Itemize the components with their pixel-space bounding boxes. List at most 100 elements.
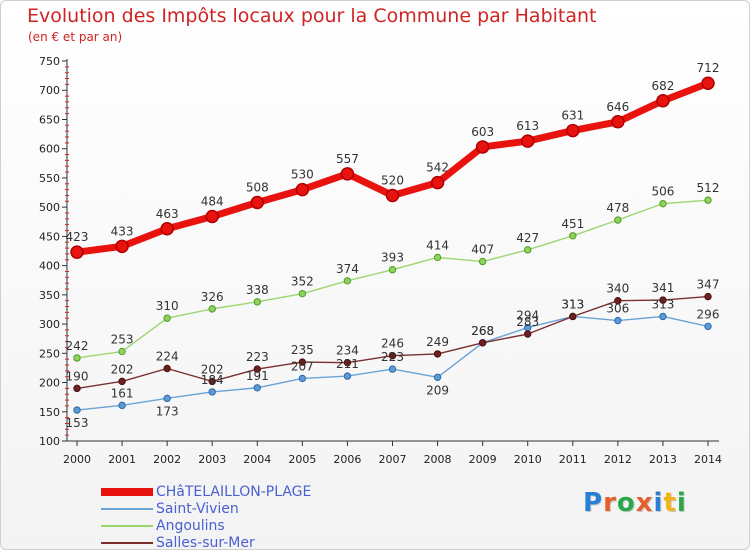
y-tick-label: 200	[39, 377, 60, 390]
data-label: 235	[291, 343, 314, 357]
data-point	[388, 365, 397, 373]
data-label: 352	[291, 275, 314, 289]
data-label: 249	[426, 335, 449, 349]
data-label: 407	[471, 243, 494, 257]
data-label: 211	[336, 357, 359, 371]
logo-letter: i	[653, 488, 664, 518]
logo-letter: P	[583, 488, 604, 518]
x-tick-label: 2006	[333, 453, 361, 466]
x-tick-label: 2003	[198, 453, 226, 466]
data-label: 341	[651, 281, 674, 295]
data-point	[163, 394, 171, 403]
data-label: 414	[426, 238, 449, 252]
logo-letter: t	[663, 488, 677, 518]
proxiti-logo: Proxiti	[583, 488, 687, 518]
data-point	[433, 253, 442, 262]
data-label: 253	[111, 333, 134, 347]
data-label: 484	[201, 195, 224, 209]
data-label: 326	[201, 290, 224, 304]
y-tick-label: 150	[39, 406, 60, 419]
data-point	[343, 277, 352, 285]
y-tick-label: 700	[39, 84, 60, 97]
x-tick-label: 2001	[108, 453, 136, 466]
data-point	[656, 94, 670, 108]
data-point	[704, 322, 712, 331]
data-point	[250, 195, 265, 210]
data-point	[433, 350, 442, 358]
data-point	[430, 175, 445, 190]
y-tick-label: 550	[39, 172, 60, 185]
data-label: 613	[516, 119, 539, 133]
data-point	[343, 358, 352, 367]
data-point	[118, 401, 126, 410]
data-point	[566, 123, 580, 138]
data-point	[70, 245, 84, 259]
data-point	[205, 209, 219, 224]
data-point	[524, 330, 532, 338]
data-label: 374	[336, 262, 359, 276]
data-point	[208, 377, 216, 386]
data-label: 427	[516, 231, 539, 245]
data-label: 191	[246, 369, 269, 383]
data-label: 338	[246, 283, 269, 297]
data-label: 161	[111, 386, 134, 400]
legend-label: Angoulins	[156, 518, 225, 534]
logo-letter: i	[676, 488, 687, 518]
data-point	[659, 199, 667, 208]
x-tick-label: 2005	[288, 453, 316, 466]
data-label: 190	[66, 369, 89, 383]
data-point	[253, 298, 261, 306]
legend-label: Salles-sur-Mer	[156, 535, 255, 550]
data-point	[73, 384, 81, 393]
data-label: 557	[336, 152, 359, 166]
data-label: 542	[426, 161, 449, 175]
y-tick-label: 300	[39, 318, 60, 331]
data-point	[433, 373, 442, 381]
data-point	[298, 358, 307, 366]
data-label: 508	[246, 180, 269, 194]
data-point	[611, 115, 625, 129]
data-point	[208, 305, 216, 313]
y-tick-label: 400	[39, 260, 60, 273]
data-point	[385, 188, 400, 203]
data-label: 306	[606, 302, 629, 316]
y-tick-label: 350	[39, 289, 60, 302]
data-label: 347	[697, 278, 720, 292]
data-label: 530	[291, 168, 314, 182]
data-label: 173	[156, 404, 179, 418]
data-label: 202	[201, 362, 224, 376]
data-point	[115, 239, 129, 254]
data-point	[478, 339, 487, 347]
data-point	[343, 372, 352, 380]
data-point	[569, 232, 577, 240]
data-point	[340, 167, 355, 181]
data-label: 682	[651, 79, 674, 93]
x-tick-label: 2007	[379, 453, 407, 466]
data-label: 294	[516, 309, 539, 323]
chart-subtitle: (en € et par an)	[28, 30, 123, 44]
data-label: 451	[561, 217, 584, 231]
data-point	[614, 216, 622, 224]
y-tick-label: 100	[39, 435, 60, 448]
data-point	[118, 347, 126, 356]
data-point	[295, 182, 310, 197]
legend-swatch	[101, 508, 153, 510]
data-label: 234	[336, 344, 359, 358]
data-label: 646	[606, 100, 629, 114]
data-label: 478	[606, 201, 629, 215]
y-tick-label: 600	[39, 143, 60, 156]
data-label: 313	[561, 297, 584, 311]
data-label: 310	[156, 299, 179, 313]
chart-title: Evolution des Impôts locaux pour la Comm…	[27, 5, 597, 27]
x-tick-label: 2000	[63, 453, 91, 466]
data-point	[298, 289, 307, 298]
data-point	[388, 351, 397, 360]
data-label: 631	[561, 109, 584, 123]
data-point	[659, 296, 667, 304]
data-point	[614, 316, 622, 325]
data-point	[704, 196, 712, 204]
legend-label: Saint-Vivien	[156, 501, 239, 517]
x-tick-label: 2013	[649, 453, 677, 466]
data-label: 224	[156, 350, 179, 364]
